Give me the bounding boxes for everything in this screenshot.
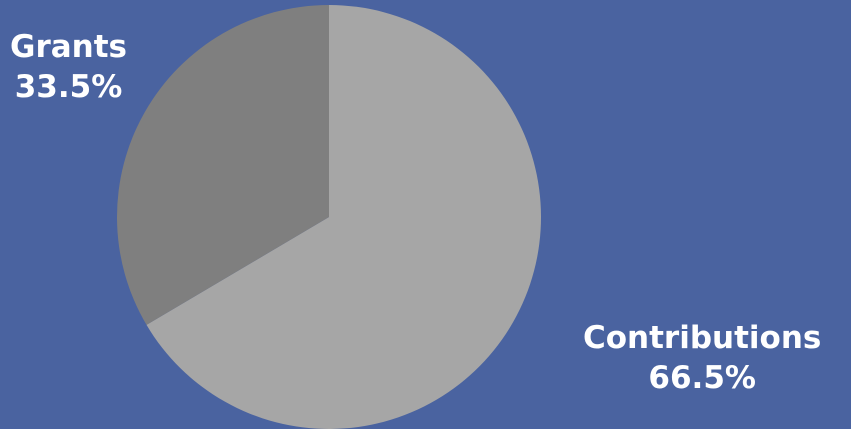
slice-value-contributions: 66.5%	[648, 360, 756, 397]
slice-name-grants: Grants	[10, 29, 127, 65]
pie-slice-contributions	[146, 5, 542, 429]
pie-slice-grants	[117, 5, 329, 325]
slice-label-grants: Grants 33.5%	[10, 27, 127, 108]
slice-value-grants: 33.5%	[14, 69, 123, 106]
slice-label-contributions: Contributions 66.5%	[583, 318, 821, 399]
slice-name-contributions: Contributions	[583, 320, 822, 356]
